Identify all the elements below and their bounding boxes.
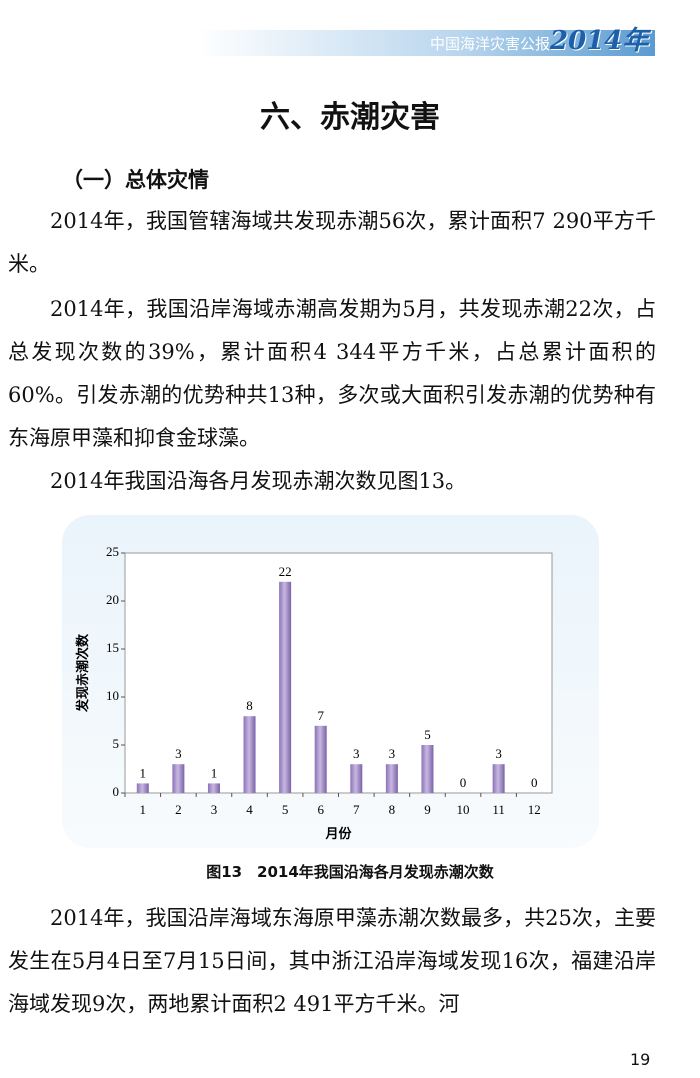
x-tick-label: 4 [246,802,253,817]
y-tick-label: 10 [106,688,119,703]
x-tick-label: 6 [317,802,324,817]
bar [492,764,505,793]
value-label: 3 [389,746,396,761]
y-tick-label: 15 [106,640,119,655]
value-label: 8 [246,698,253,713]
chart-box: 0 5 10 15 20 25 1 1 2 3 3 1 4 8 5 22 6 7 7 3 8 3 9 5 10 0 11 3 12 0 月份… [62,515,599,848]
value-label: 3 [495,746,502,761]
bar [243,716,256,793]
bar [172,764,185,793]
header-bar [0,30,655,56]
y-tick-label: 25 [106,544,119,559]
caption: 图13 2014年我国沿海各月发现赤潮次数 [206,863,494,881]
plot-area [124,552,553,794]
value-label: 3 [175,746,182,761]
x-tick-label: 1 [140,802,147,817]
x-tick-label: 3 [211,802,218,817]
header-year: 2014年 [550,26,649,56]
bar [350,764,363,793]
value-label: 0 [531,775,538,790]
x-tick-label: 2 [175,802,182,817]
x-tick-label: 7 [353,802,360,817]
value-label: 0 [460,775,467,790]
value-label: 3 [353,746,360,761]
page-title: 六、赤潮灾害 [260,100,440,135]
paragraph: 2014年，我国管辖海域共发现赤潮56次，累计面积7 290平方千米。 [8,209,656,276]
bar [385,764,398,793]
value-label: 5 [424,727,431,742]
x-tick-label: 10 [457,802,470,817]
x-tick-label: 9 [424,802,431,817]
value-label: 1 [140,765,147,780]
paragraph: 2014年我国沿海各月发现赤潮次数见图13。 [50,469,467,493]
y-axis-label: 发现赤潮次数 [75,633,90,713]
section-heading: （一）总体灾情 [62,168,209,192]
bar [421,745,434,793]
paragraph: 2014年，我国沿岸海域东海原甲藻赤潮次数最多，共25次，主要发生在5月4日至7… [8,906,656,1016]
x-tick-label: 8 [389,802,396,817]
bar [136,783,149,793]
x-tick-label: 11 [492,802,505,817]
chart: 05101520251123314852267738395100113120月份… [75,544,553,841]
x-axis-label: 月份 [324,826,352,841]
x-tick-label: 5 [282,802,289,817]
y-tick-label: 0 [113,784,120,799]
value-label: 22 [279,564,292,579]
bar [314,725,327,793]
x-tick-label: 12 [528,802,541,817]
header-title: 中国海洋灾害公报 [429,35,550,53]
page-number: 19 [630,1050,651,1069]
y-tick-label: 5 [113,736,120,751]
bar [207,783,220,793]
value-label: 1 [211,765,218,780]
y-tick-label: 20 [106,592,119,607]
paragraph: 2014年，我国沿岸海域赤潮高发期为5月，共发现赤潮22次，占总发现次数的39%… [8,297,656,450]
value-label: 7 [317,708,324,723]
bar [279,581,292,793]
